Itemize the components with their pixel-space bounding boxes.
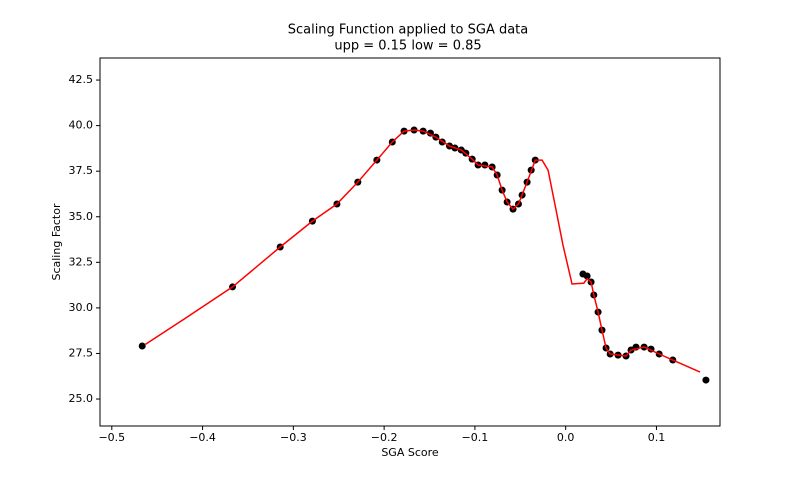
y-tick-label: 30.0 xyxy=(69,301,94,314)
plot-frame xyxy=(99,57,721,427)
chart-subtitle: upp = 0.15 low = 0.85 xyxy=(334,39,481,54)
y-tick-label: 35.0 xyxy=(69,210,94,223)
y-tick-label: 32.5 xyxy=(69,255,94,268)
chart-title: Scaling Function applied to SGA data xyxy=(288,23,529,38)
y-tick-label: 27.5 xyxy=(69,346,94,359)
y-tick-label: 25.0 xyxy=(69,392,94,405)
x-tick-label: −0.3 xyxy=(280,431,307,444)
y-tick-label: 40.0 xyxy=(69,119,94,132)
x-tick-label: 0.1 xyxy=(648,431,666,444)
x-tick-label: 0.0 xyxy=(557,431,575,444)
x-tick-label: −0.1 xyxy=(462,431,489,444)
point xyxy=(583,272,591,280)
point xyxy=(138,342,146,350)
y-axis-label: Scaling Factor xyxy=(50,203,63,280)
point xyxy=(702,376,710,384)
y-tick-label: 37.5 xyxy=(69,164,94,177)
line xyxy=(144,129,701,373)
x-axis-label: SGA Score xyxy=(381,446,439,459)
x-tick-label: −0.4 xyxy=(189,431,216,444)
x-tick-label: −0.2 xyxy=(371,431,398,444)
y-tick-label: 42.5 xyxy=(69,73,94,86)
x-tick-label: −0.5 xyxy=(98,431,125,444)
